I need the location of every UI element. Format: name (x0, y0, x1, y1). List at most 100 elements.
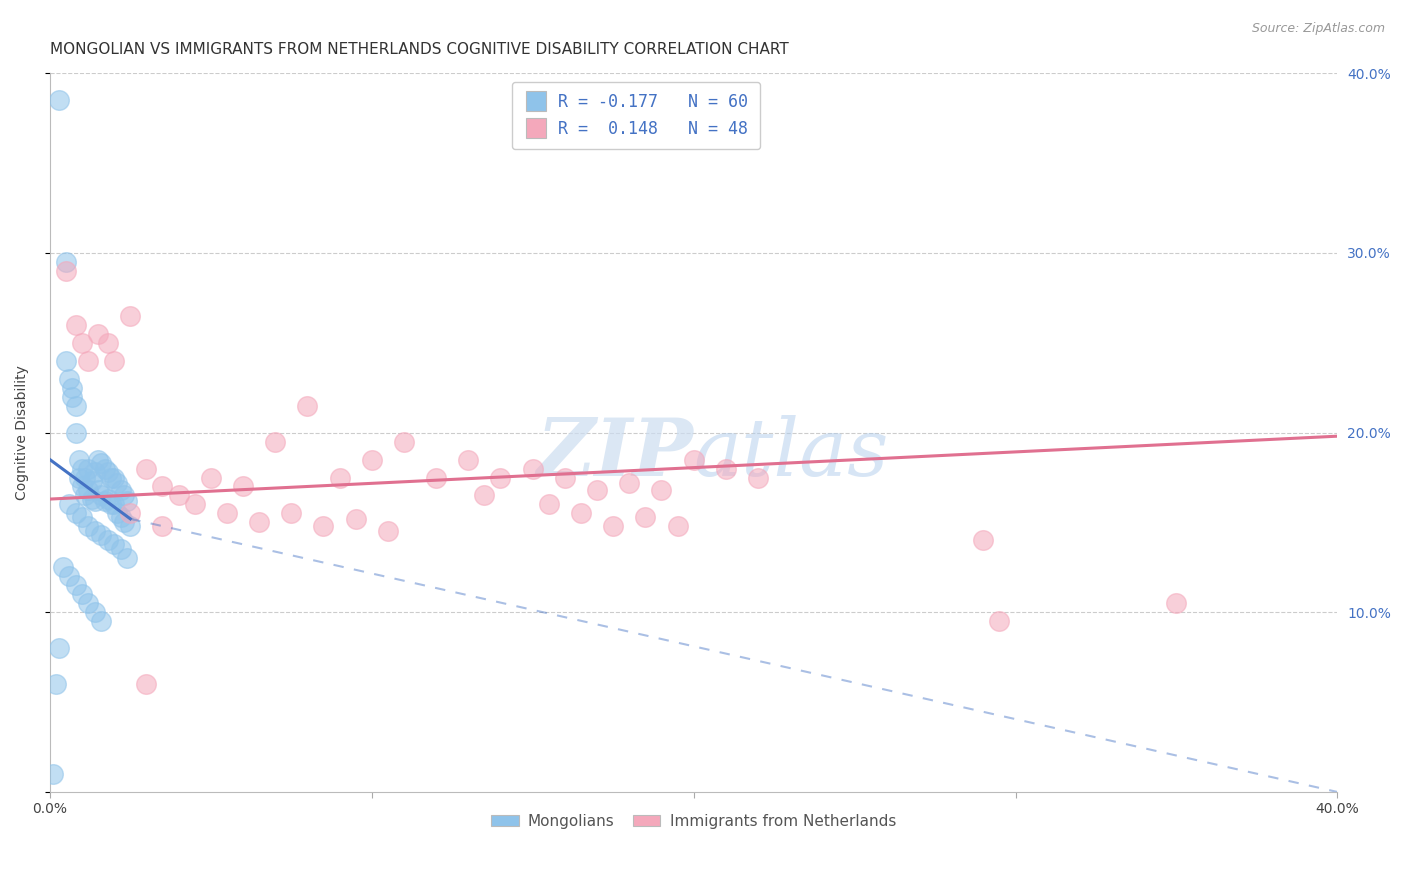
Point (77, 596, 100, 610)
Point (90, 614, 112, 628)
Point (77, 483, 100, 497)
Point (97, 335, 120, 350)
Point (634, 510, 657, 524)
Text: Source: ZipAtlas.com: Source: ZipAtlas.com (1251, 22, 1385, 36)
Point (77, 519, 100, 533)
Point (70, 510, 93, 524)
Point (152, 479, 174, 493)
Point (360, 452, 382, 467)
Point (80, 474, 103, 488)
Point (93, 461, 115, 475)
Point (70, 335, 93, 350)
Point (75, 470, 97, 484)
Point (97, 533, 120, 548)
Point (58, 498, 80, 512)
Point (75, 488, 97, 502)
Point (103, 537, 125, 551)
Point (602, 519, 624, 533)
Point (112, 488, 135, 502)
Point (55, 264, 77, 278)
Point (107, 475, 129, 490)
Point (167, 488, 190, 502)
Text: ZIP: ZIP (537, 416, 693, 493)
Point (65, 578, 87, 592)
Point (682, 452, 704, 467)
Point (107, 507, 129, 521)
Point (200, 470, 222, 484)
Point (83, 465, 105, 479)
Point (489, 470, 512, 484)
Point (714, 461, 737, 475)
Point (183, 498, 205, 512)
Point (120, 507, 142, 521)
Point (90, 488, 112, 502)
Point (65, 507, 87, 521)
Point (297, 399, 319, 413)
Point (988, 614, 1011, 628)
Point (474, 488, 496, 502)
Point (60, 381, 83, 395)
Point (110, 510, 132, 524)
Point (135, 677, 157, 691)
Point (67, 470, 90, 484)
Point (120, 519, 142, 533)
Point (83, 494, 105, 508)
Point (1166, 596, 1188, 610)
Point (70, 587, 93, 601)
Point (112, 516, 135, 530)
Point (152, 519, 174, 533)
Point (650, 483, 672, 497)
Point (247, 516, 270, 530)
Point (93, 494, 115, 508)
Point (135, 461, 157, 475)
Point (52, 560, 75, 574)
Point (100, 470, 122, 484)
Point (344, 512, 367, 526)
Point (457, 452, 479, 467)
Point (972, 533, 994, 548)
Point (70, 479, 93, 493)
Point (87, 452, 110, 467)
Point (115, 494, 138, 508)
Point (77, 353, 100, 368)
Point (58, 372, 80, 386)
Y-axis label: Cognitive Disability: Cognitive Disability (15, 365, 30, 500)
Text: atlas: atlas (693, 416, 889, 493)
Point (264, 434, 287, 449)
Point (83, 524, 105, 539)
Point (312, 519, 335, 533)
Point (83, 605, 105, 619)
Point (65, 318, 87, 332)
Point (97, 465, 120, 479)
Point (87, 483, 110, 497)
Point (67, 452, 90, 467)
Point (60, 390, 83, 404)
Point (90, 456, 112, 470)
Point (232, 479, 254, 493)
Point (77, 461, 100, 475)
Point (103, 470, 125, 484)
Point (45, 677, 67, 691)
Point (280, 507, 302, 521)
Point (100, 498, 122, 512)
Point (87, 326, 110, 341)
Point (110, 542, 132, 557)
Point (554, 470, 576, 484)
Point (65, 425, 87, 440)
Point (392, 434, 415, 449)
Point (97, 491, 120, 506)
Point (537, 498, 560, 512)
Point (55, 255, 77, 269)
Point (328, 470, 350, 484)
Point (103, 498, 125, 512)
Point (80, 491, 103, 506)
Point (55, 353, 77, 368)
Point (48, 641, 70, 656)
Point (58, 569, 80, 583)
Text: MONGOLIAN VS IMMIGRANTS FROM NETHERLANDS COGNITIVE DISABILITY CORRELATION CHART: MONGOLIAN VS IMMIGRANTS FROM NETHERLANDS… (49, 42, 789, 57)
Point (425, 470, 447, 484)
Point (110, 483, 132, 497)
Point (747, 470, 769, 484)
Point (48, 93, 70, 107)
Legend: Mongolians, Immigrants from Netherlands: Mongolians, Immigrants from Netherlands (485, 807, 903, 835)
